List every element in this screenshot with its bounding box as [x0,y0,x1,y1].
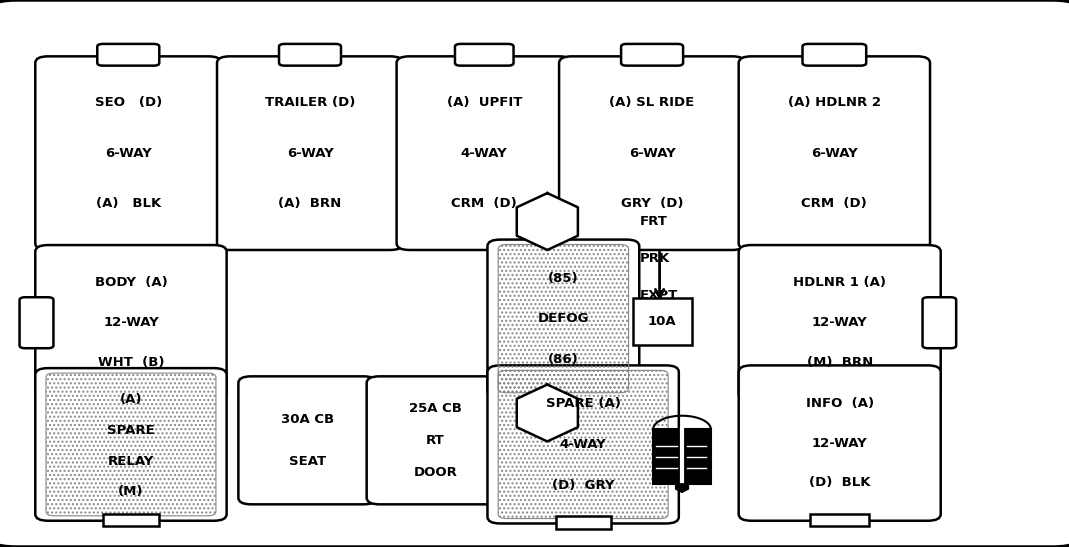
Text: EXPT: EXPT [639,289,678,302]
Text: (85): (85) [548,271,578,284]
Text: 12-WAY: 12-WAY [811,437,868,450]
Text: 4-WAY: 4-WAY [461,147,508,160]
FancyBboxPatch shape [35,56,221,250]
Text: 25A CB: 25A CB [409,401,462,415]
Text: FRT: FRT [639,215,667,228]
Text: DOOR: DOOR [414,466,458,479]
FancyBboxPatch shape [556,516,610,529]
Text: (A)   BLK: (A) BLK [95,197,161,210]
FancyBboxPatch shape [104,514,158,526]
Text: 6-WAY: 6-WAY [629,147,676,160]
FancyBboxPatch shape [35,245,227,400]
Text: SEO   (D): SEO (D) [95,96,161,109]
FancyBboxPatch shape [810,514,869,526]
Text: RT: RT [427,434,445,447]
Text: 10A: 10A [648,315,677,328]
Text: (M): (M) [119,485,143,498]
Text: CRM  (D): CRM (D) [451,197,517,210]
Text: TRAILER (D): TRAILER (D) [265,96,355,109]
Text: (A) HDLNR 2: (A) HDLNR 2 [788,96,881,109]
Text: BODY  (A): BODY (A) [94,276,168,289]
Text: (86): (86) [548,353,578,366]
Text: (M)  BRN: (M) BRN [807,356,872,369]
FancyBboxPatch shape [923,297,956,348]
Text: INFO  (A): INFO (A) [806,397,873,410]
Text: (A)  UPFIT: (A) UPFIT [447,96,522,109]
FancyBboxPatch shape [455,44,513,66]
FancyBboxPatch shape [739,56,930,250]
Text: (A)  BRN: (A) BRN [278,197,342,210]
Text: PRK: PRK [639,252,669,265]
FancyBboxPatch shape [279,44,341,66]
Polygon shape [516,385,578,441]
FancyBboxPatch shape [559,56,745,250]
FancyBboxPatch shape [487,365,679,523]
FancyBboxPatch shape [217,56,403,250]
FancyBboxPatch shape [19,297,53,348]
Text: 12-WAY: 12-WAY [103,316,159,329]
FancyBboxPatch shape [97,44,159,66]
Text: SEAT: SEAT [289,455,326,468]
Polygon shape [516,193,578,250]
Text: CRM  (D): CRM (D) [802,197,867,210]
Text: SPARE (A): SPARE (A) [545,397,621,410]
Text: 6-WAY: 6-WAY [286,147,334,160]
Text: DEFOG: DEFOG [538,312,589,325]
FancyBboxPatch shape [35,368,227,521]
FancyBboxPatch shape [238,376,376,504]
Text: RELAY: RELAY [108,455,154,468]
Text: SPARE: SPARE [107,424,155,437]
FancyBboxPatch shape [397,56,572,250]
Bar [653,429,680,484]
FancyBboxPatch shape [487,240,639,398]
Polygon shape [676,484,688,492]
Text: (D)  BLK: (D) BLK [809,476,870,490]
Text: HDLNR 1 (A): HDLNR 1 (A) [793,276,886,289]
Bar [684,429,711,484]
Text: 4-WAY: 4-WAY [560,438,606,451]
Text: (A) SL RIDE: (A) SL RIDE [609,96,695,109]
Bar [633,298,692,345]
Text: GRY  (D): GRY (D) [621,197,683,210]
FancyBboxPatch shape [367,376,505,504]
Text: 6-WAY: 6-WAY [105,147,152,160]
Text: WHT  (B): WHT (B) [97,356,165,369]
Text: (D)  GRY: (D) GRY [552,479,615,492]
Text: 30A CB: 30A CB [281,413,334,426]
FancyBboxPatch shape [739,365,941,521]
Text: (A): (A) [120,393,142,406]
FancyBboxPatch shape [621,44,683,66]
Text: 12-WAY: 12-WAY [811,316,868,329]
FancyBboxPatch shape [803,44,866,66]
Text: 6-WAY: 6-WAY [811,147,857,160]
FancyBboxPatch shape [739,245,941,400]
